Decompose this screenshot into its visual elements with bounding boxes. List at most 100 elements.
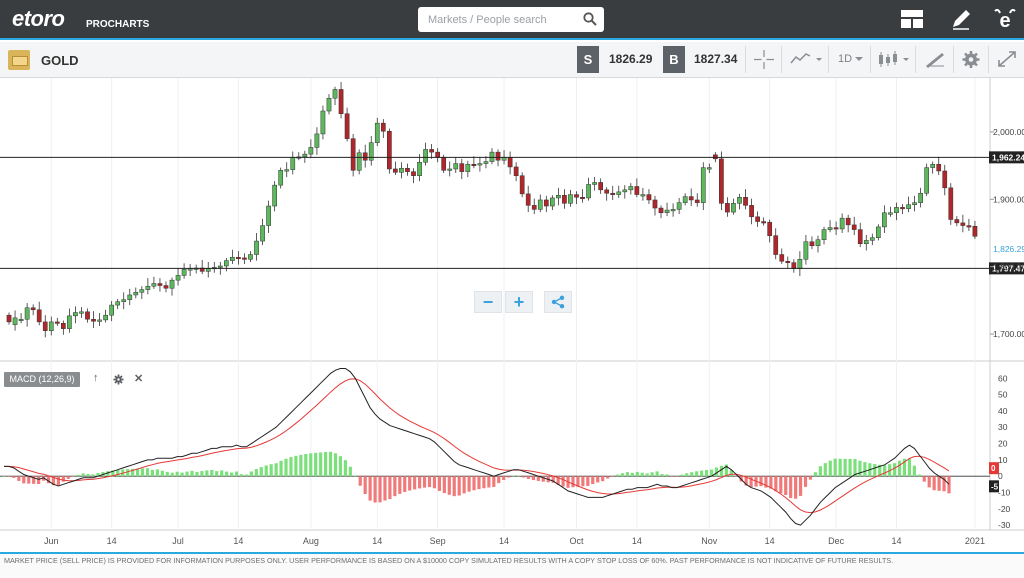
macd-histogram-bar [472,476,476,491]
macd-histogram-bar [700,470,704,477]
candle-body [845,217,851,226]
macd-histogram-bar [452,476,456,497]
price-chart[interactable]: 1,962.24 1,797.47 1,826.29 2,000.00 1,900.0… [0,78,1024,552]
line-chart-icon [790,53,822,64]
timeframe-button[interactable]: 1D [828,46,870,73]
candle-body [338,89,344,114]
candle-body [362,152,368,161]
candle-body [477,163,483,166]
macd-histogram-bar [823,463,827,477]
level-label: 1,962.24 [992,152,1024,162]
crosshair-icon [754,50,774,69]
gear-icon[interactable] [113,374,124,385]
macd-histogram-bar [724,464,728,477]
macd-histogram-bar [655,471,659,477]
layout-icon[interactable] [901,10,923,28]
macd-histogram-bar [497,476,501,484]
settings-button[interactable] [953,46,988,73]
candle-body [115,301,121,306]
fullscreen-button[interactable] [988,46,1024,73]
macd-histogram-bar [145,468,150,477]
candle-body [592,182,597,185]
candle-body [622,189,628,193]
candle-body [924,167,929,194]
macd-histogram-bar [818,466,822,477]
ruler-icon [926,53,944,68]
macd-histogram-bar [892,463,897,477]
candle-body [6,314,12,323]
sell-price[interactable]: 1826.29 [609,52,653,66]
candle-body [163,285,169,289]
macd-histogram-bar [76,474,80,477]
macd-histogram-bar [170,472,174,477]
macd-histogram-bar [714,467,719,477]
macd-histogram-bar [462,476,466,494]
macd-histogram-bar [601,476,605,482]
sell-badge[interactable]: S [577,46,599,73]
candle-body [876,226,881,238]
candle-body [779,254,785,262]
draw-tools-button[interactable] [915,46,953,73]
x-tick-label: Jul [172,536,184,546]
macd-histogram-bar [838,458,842,477]
macd-histogram-bar [828,460,832,477]
candle-body [109,304,114,316]
etoro-e-icon[interactable]: e [992,7,1018,33]
macd-histogram-bar [155,469,159,477]
zoom-in-button[interactable]: + [505,291,533,313]
candle-body [332,89,338,99]
candle-body [598,182,603,191]
candle-body [658,207,664,214]
macd-histogram-bar [41,476,46,481]
share-button[interactable] [544,291,572,313]
candle-body [326,97,332,112]
arrow-up-icon[interactable]: ↑ [93,372,99,384]
indicators-button[interactable] [870,46,915,73]
macd-histogram-bar [215,471,219,477]
horizontal-lines: 1,962.24 1,797.47 1,826.29 [0,151,1024,275]
close-icon[interactable]: ✕ [134,373,144,385]
macd-indicator-label[interactable]: MACD (12,26,9) [4,372,80,387]
macd-histogram-bar [314,452,318,477]
y-tick-label: 1,800.00 [993,262,1024,272]
macd-histogram-bar [734,476,738,477]
macd-histogram-bar [477,476,481,490]
buy-badge[interactable]: B [663,46,685,73]
macd-tick-label: 40 [998,406,1008,416]
candle-body [851,224,857,230]
candle-body [706,167,712,170]
candle-body [24,307,30,320]
candle-body [393,168,398,173]
search-icon[interactable] [583,12,597,26]
macd-histogram-bar [482,476,486,489]
candle-body [966,225,972,228]
candle-body [290,157,296,170]
macd-value-tag [989,462,999,475]
macd-histogram-bar [111,470,115,477]
search-input[interactable] [418,7,588,32]
buy-price[interactable]: 1827.34 [694,52,738,66]
macd-histogram-bar [343,460,347,477]
macd-histogram-bar [833,458,837,477]
search-box[interactable] [418,7,604,32]
macd-histogram-bar [917,474,921,477]
candle-body [181,269,187,276]
candle-body [725,203,730,213]
macd-tick-label: -20 [998,504,1011,514]
draw-pencil-icon[interactable] [949,7,973,31]
candle-body [447,168,453,171]
x-tick-label: 14 [891,536,901,546]
candle-body [405,168,410,172]
etoro-logo[interactable]: etoro [12,6,65,31]
chart-type-button[interactable] [781,46,828,73]
candle-body [700,167,706,203]
crosshair-button[interactable] [745,46,781,73]
macd-histogram-bar [942,476,946,492]
macd-histogram-bar [665,474,669,477]
macd-histogram-bar [200,471,204,477]
macd-histogram-bar [210,469,214,477]
zoom-out-button[interactable]: − [474,291,502,313]
macd-histogram-bar [413,476,417,490]
candle-body [894,207,899,214]
macd-tick-label: 50 [998,390,1008,400]
